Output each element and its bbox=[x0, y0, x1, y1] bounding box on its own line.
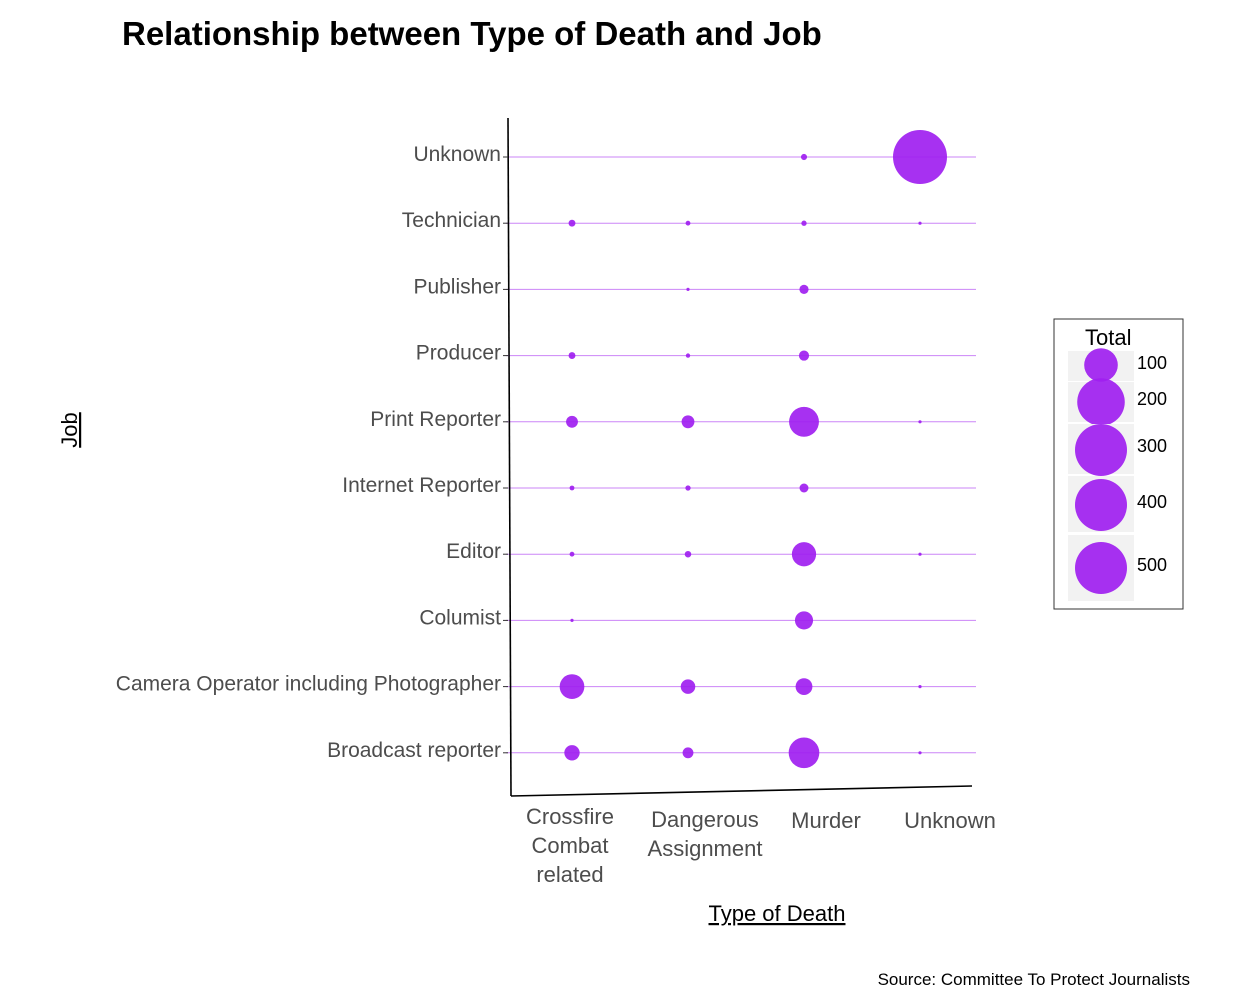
data-point bbox=[685, 353, 691, 358]
x-tick-label: Dangerous Assignment bbox=[648, 807, 763, 861]
x-tick-label-line: Unknown bbox=[904, 808, 996, 833]
y-tick-label: Columist bbox=[419, 606, 501, 629]
x-tick-label-line: Assignment bbox=[648, 836, 763, 861]
data-point bbox=[918, 420, 922, 424]
legend-key-label: 300 bbox=[1137, 436, 1167, 456]
legend-key-bubble bbox=[1077, 378, 1125, 426]
legend-key-label: 200 bbox=[1137, 389, 1167, 409]
legend-key-label: 500 bbox=[1137, 555, 1167, 575]
x-tick-labels: Crossfire Combat related Dangerous Assignmen… bbox=[526, 804, 996, 887]
legend-key-bubble bbox=[1075, 424, 1127, 476]
axes bbox=[507, 117, 973, 797]
data-point bbox=[569, 485, 575, 491]
data-point bbox=[795, 678, 813, 695]
data-point bbox=[799, 483, 809, 493]
y-tick-label: Technician bbox=[402, 209, 501, 232]
legend-key-label: 100 bbox=[1137, 353, 1167, 373]
y-tick-label: Print Reporter bbox=[370, 408, 501, 431]
y-tick-label: Unknown bbox=[413, 143, 501, 166]
y-tick-label: Publisher bbox=[413, 275, 501, 298]
legend-key-bubble bbox=[1075, 542, 1127, 594]
x-tick-label: Murder bbox=[791, 808, 861, 833]
data-point bbox=[681, 415, 695, 429]
data-point bbox=[788, 737, 820, 769]
data-point bbox=[918, 751, 922, 755]
data-point bbox=[789, 406, 819, 437]
data-point bbox=[685, 220, 691, 226]
data-point bbox=[566, 415, 578, 428]
data-point bbox=[682, 747, 694, 759]
data-point bbox=[685, 485, 691, 491]
data-point bbox=[684, 550, 692, 558]
data-point bbox=[570, 618, 574, 623]
x-tick-label: Unknown bbox=[904, 808, 996, 833]
x-tick-label: Crossfire Combat related bbox=[526, 804, 614, 887]
data-points bbox=[559, 130, 947, 769]
y-axis-line bbox=[507, 117, 512, 797]
data-point bbox=[559, 674, 585, 699]
x-tick-label-line: Crossfire bbox=[526, 804, 614, 829]
y-tick-label: Broadcast reporter bbox=[327, 739, 501, 762]
legend-keys: 100 200 300 400 500 bbox=[1068, 348, 1167, 601]
x-tick-label-line: Dangerous bbox=[651, 807, 759, 832]
row-lines bbox=[506, 156, 976, 754]
data-point bbox=[568, 219, 576, 227]
x-tick-label-line: Murder bbox=[791, 808, 861, 833]
data-point bbox=[799, 284, 809, 295]
data-point bbox=[801, 220, 807, 226]
data-point bbox=[568, 352, 576, 360]
chart-title: Relationship between Type of Death and J… bbox=[122, 15, 822, 52]
x-axis-line bbox=[510, 785, 973, 797]
legend-key-bubble bbox=[1084, 348, 1118, 382]
data-point bbox=[798, 350, 810, 361]
data-point bbox=[800, 153, 808, 161]
source-note: Source: Committee To Protect Journalists bbox=[878, 970, 1190, 989]
y-tick-label: Editor bbox=[446, 540, 501, 563]
x-tick-label-line: Combat bbox=[531, 833, 608, 858]
data-point bbox=[918, 685, 922, 689]
data-point bbox=[680, 679, 696, 694]
data-point bbox=[918, 221, 922, 225]
x-axis-title: Type of Death bbox=[709, 901, 846, 926]
legend-title: Total bbox=[1085, 325, 1131, 350]
data-point bbox=[791, 542, 817, 567]
data-point bbox=[893, 130, 947, 184]
data-point bbox=[918, 552, 922, 556]
y-tick-labels: Broadcast reporter Camera Operator includ… bbox=[116, 143, 508, 762]
y-axis-title: Job bbox=[57, 412, 82, 447]
size-legend: Total 100 200 300 400 500 bbox=[1053, 318, 1184, 610]
y-tick-label: Camera Operator including Photographer bbox=[116, 673, 501, 696]
x-tick-label-line: related bbox=[536, 862, 603, 887]
data-point bbox=[564, 745, 580, 761]
y-tick-label: Internet Reporter bbox=[342, 474, 501, 497]
data-point bbox=[569, 551, 575, 557]
data-point bbox=[686, 287, 690, 291]
legend-key-bubble bbox=[1075, 479, 1127, 531]
y-tick-label: Producer bbox=[416, 342, 501, 365]
legend-key-label: 400 bbox=[1137, 492, 1167, 512]
data-point bbox=[794, 611, 814, 630]
